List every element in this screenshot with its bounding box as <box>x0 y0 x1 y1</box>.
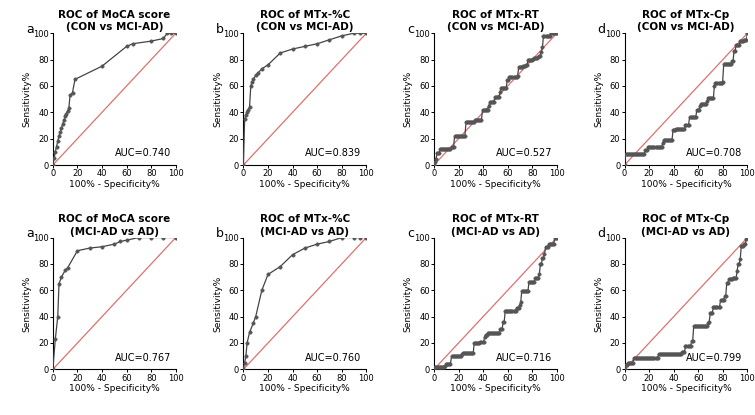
Y-axis label: Sensitivity%: Sensitivity% <box>594 71 603 127</box>
Title: ROC of MTx-Cp
(CON vs MCI-AD): ROC of MTx-Cp (CON vs MCI-AD) <box>637 10 735 32</box>
Text: b: b <box>217 23 224 36</box>
Text: AUC=0.708: AUC=0.708 <box>686 149 742 159</box>
Title: ROC of MTx-%C
(MCI-AD vs AD): ROC of MTx-%C (MCI-AD vs AD) <box>260 215 350 237</box>
Text: AUC=0.740: AUC=0.740 <box>115 149 171 159</box>
Text: c: c <box>407 227 414 240</box>
Title: ROC of MTx-RT
(MCI-AD vs AD): ROC of MTx-RT (MCI-AD vs AD) <box>451 215 540 237</box>
Title: ROC of MTx-%C
(CON vs MCI-AD): ROC of MTx-%C (CON vs MCI-AD) <box>256 10 353 32</box>
Text: d: d <box>597 23 606 36</box>
X-axis label: 100% - Specificity%: 100% - Specificity% <box>260 384 350 393</box>
X-axis label: 100% - Specificity%: 100% - Specificity% <box>69 384 160 393</box>
Text: d: d <box>597 227 606 240</box>
Text: AUC=0.799: AUC=0.799 <box>686 353 742 363</box>
Y-axis label: Sensitivity%: Sensitivity% <box>404 71 413 127</box>
X-axis label: 100% - Specificity%: 100% - Specificity% <box>69 180 160 188</box>
X-axis label: 100% - Specificity%: 100% - Specificity% <box>640 180 732 188</box>
Text: a: a <box>26 227 33 240</box>
Text: AUC=0.839: AUC=0.839 <box>305 149 362 159</box>
Y-axis label: Sensitivity%: Sensitivity% <box>594 275 603 332</box>
Title: ROC of MTx-Cp
(MCI-AD vs AD): ROC of MTx-Cp (MCI-AD vs AD) <box>642 215 731 237</box>
Text: a: a <box>26 23 33 36</box>
Y-axis label: Sensitivity%: Sensitivity% <box>23 275 32 332</box>
X-axis label: 100% - Specificity%: 100% - Specificity% <box>450 384 541 393</box>
Title: ROC of MTx-RT
(CON vs MCI-AD): ROC of MTx-RT (CON vs MCI-AD) <box>447 10 544 32</box>
Text: AUC=0.767: AUC=0.767 <box>115 353 171 363</box>
Text: AUC=0.760: AUC=0.760 <box>305 353 362 363</box>
Text: b: b <box>217 227 224 240</box>
Y-axis label: Sensitivity%: Sensitivity% <box>213 275 222 332</box>
Y-axis label: Sensitivity%: Sensitivity% <box>404 275 413 332</box>
Text: c: c <box>407 23 414 36</box>
Y-axis label: Sensitivity%: Sensitivity% <box>23 71 32 127</box>
X-axis label: 100% - Specificity%: 100% - Specificity% <box>450 180 541 188</box>
Title: ROC of MoCA score
(MCI-AD vs AD): ROC of MoCA score (MCI-AD vs AD) <box>58 215 171 237</box>
Y-axis label: Sensitivity%: Sensitivity% <box>213 71 222 127</box>
X-axis label: 100% - Specificity%: 100% - Specificity% <box>260 180 350 188</box>
Title: ROC of MoCA score
(CON vs MCI-AD): ROC of MoCA score (CON vs MCI-AD) <box>58 10 171 32</box>
X-axis label: 100% - Specificity%: 100% - Specificity% <box>640 384 732 393</box>
Text: AUC=0.716: AUC=0.716 <box>496 353 552 363</box>
Text: AUC=0.527: AUC=0.527 <box>495 149 552 159</box>
